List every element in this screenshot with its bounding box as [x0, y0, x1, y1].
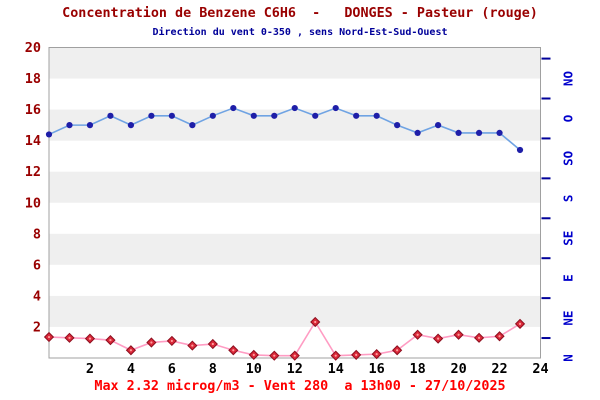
wind-direction-point [66, 122, 73, 129]
y-axis-label: 14 [25, 133, 41, 149]
wind-direction-point [394, 122, 401, 129]
x-axis-label: 4 [127, 361, 135, 377]
grid-band [49, 47, 541, 79]
benzene-point-highlight [416, 333, 419, 336]
benzene-point-highlight [129, 349, 133, 352]
benzene-point-highlight [518, 322, 522, 325]
x-axis-label: 14 [328, 361, 344, 377]
wind-direction-point [230, 104, 237, 112]
y-axis-label: 2 [33, 319, 41, 335]
wind-direction-point [86, 122, 94, 129]
x-axis-label: 18 [409, 361, 425, 377]
chart-subtitle: Direction du vent 0-350 , sens Nord-Est-… [152, 27, 448, 38]
y-axis-label: 18 [25, 71, 41, 87]
grid-band [49, 171, 541, 203]
max-info-footer: Max 2.32 microg/m3 - Vent 280 a 13h00 - … [94, 379, 506, 394]
y-axis-label: 20 [25, 40, 41, 56]
x-axis-label: 12 [287, 361, 303, 377]
grid-band [49, 233, 541, 265]
x-axis-label: 8 [209, 361, 217, 377]
wind-direction-point [373, 112, 380, 119]
wind-direction-point [312, 112, 319, 119]
benzene-point-highlight [252, 353, 255, 356]
benzene-point-highlight [150, 341, 153, 344]
benzene-point-highlight [88, 337, 92, 340]
wind-direction-point [496, 129, 503, 136]
wind-direction-point [291, 104, 298, 112]
y-axis-label: 4 [33, 288, 41, 304]
grid-band [49, 295, 541, 327]
x-axis-label: 20 [450, 361, 466, 377]
grid-band [49, 109, 541, 141]
benzene-point-highlight [375, 353, 378, 356]
benzene-point-highlight [191, 344, 194, 347]
wind-direction-point [148, 112, 155, 119]
x-axis-label: 2 [86, 361, 94, 377]
y-axis-label: 10 [25, 195, 41, 211]
wind-direction-line [48, 107, 521, 151]
x-axis-label: 10 [246, 361, 262, 377]
benzene-point-highlight [47, 335, 51, 339]
right-axis-label: SO [561, 151, 576, 166]
benzene-point-highlight [68, 336, 71, 339]
y-axis-label: 12 [25, 164, 41, 180]
benzene-point-highlight [334, 354, 337, 357]
benzene-point-highlight [109, 339, 112, 342]
benzene-point-highlight [211, 342, 214, 346]
wind-direction-point [353, 112, 360, 119]
wind-direction-point [332, 104, 339, 112]
wind-direction-point [250, 112, 257, 119]
x-axis-label: 22 [491, 361, 507, 377]
wind-direction-point [435, 122, 442, 129]
benzene-point-highlight [477, 336, 481, 339]
right-axis-label: O [561, 115, 576, 123]
right-axis-label: S [561, 195, 576, 203]
benzene-point-highlight [396, 349, 399, 352]
wind-direction-point [475, 129, 483, 136]
right-axis-label: SE [561, 231, 576, 246]
wind-direction-point [455, 129, 462, 136]
benzene-point-highlight [437, 337, 440, 340]
wind-direction-point [107, 112, 114, 119]
benzene-point-highlight [293, 354, 296, 357]
benzene-point-highlight [314, 320, 317, 324]
benzene-point-highlight [170, 339, 173, 343]
y-axis-label: 16 [25, 102, 41, 118]
right-axis-label: N [561, 354, 576, 362]
wind-direction-point [168, 112, 175, 119]
right-axis-label: NE [561, 311, 576, 326]
benzene-point-highlight [232, 349, 235, 352]
wind-direction-point [516, 146, 524, 154]
x-axis-label: 24 [532, 361, 548, 377]
x-axis-label: 6 [168, 361, 176, 377]
chart-title: Concentration de Benzene C6H6 - DONGES -… [62, 6, 538, 21]
right-axis-label: NO [561, 71, 576, 86]
y-axis-label: 8 [33, 226, 41, 242]
x-axis-label: 16 [369, 361, 385, 377]
wind-direction-point [414, 129, 421, 136]
wind-direction-point [271, 112, 278, 119]
benzene-point-highlight [457, 333, 460, 336]
right-axis-label: E [561, 274, 576, 282]
benzene-point-highlight [273, 354, 276, 357]
wind-direction-point [45, 131, 53, 138]
benzene-point-highlight [355, 353, 358, 356]
benzene-point-highlight [498, 335, 501, 338]
y-axis-label: 6 [33, 257, 41, 273]
wind-direction-point [127, 122, 135, 129]
wind-direction-point [189, 122, 196, 129]
wind-direction-point [209, 112, 216, 119]
